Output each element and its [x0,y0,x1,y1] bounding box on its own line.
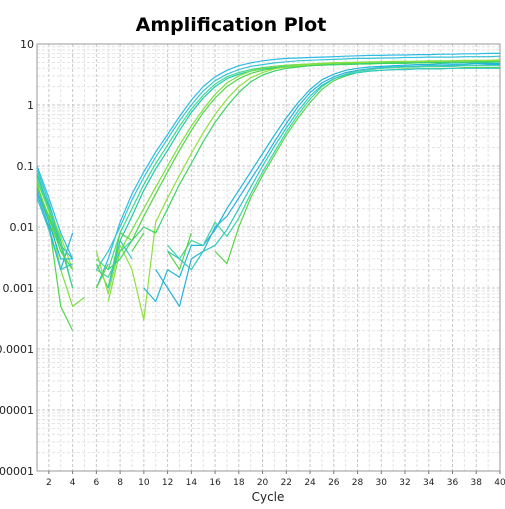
x-tick-label: 28 [352,478,364,488]
x-tick-label: 16 [209,478,221,488]
series-line [36,67,500,289]
series-lines [36,52,501,331]
x-tick-label: 20 [257,478,269,488]
x-tick-label: 26 [328,478,340,488]
x-axis-tick-labels: 2 4 6 8 10 12 14 16 18 20 22 24 26 28 30 32 34 36 38 40 [46,471,505,488]
x-tick-label: 8 [117,478,123,488]
y-tick-label: 0.001 [3,282,35,295]
plot-area [37,44,500,471]
y-tick-label: 1 [27,99,34,112]
series-line [36,67,500,289]
y-tick-label: 0.01 [10,221,35,234]
series-line [36,52,500,289]
x-tick-label: 38 [471,478,483,488]
chart-title: Amplification Plot [135,14,327,36]
x-axis-label: Cycle [252,490,285,504]
x-tick-label: 6 [93,478,99,488]
grid [36,43,501,472]
y-tick-label: 0.000001 [0,465,34,478]
x-tick-label: 14 [186,478,198,488]
x-tick-label: 4 [70,478,76,488]
x-tick-label: 32 [399,478,410,488]
y-tick-label: 0.1 [17,160,35,173]
y-tick-label: 0.0001 [0,343,34,356]
x-tick-label: 24 [304,478,316,488]
x-tick-label: 18 [233,478,245,488]
y-axis-tick-labels: 10 1 0.1 0.01 0.001 0.0001 0.00001 0.000001 [0,38,34,478]
x-tick-label: 22 [281,478,292,488]
x-tick-label: 30 [376,478,388,488]
x-tick-label: 40 [494,478,505,488]
plot-frame [36,43,501,472]
x-tick-label: 12 [162,478,173,488]
x-tick-label: 10 [138,478,150,488]
y-tick-label: 0.00001 [0,404,34,417]
x-tick-label: 36 [447,478,459,488]
x-tick-label: 34 [423,478,435,488]
x-tick-label: 2 [46,478,52,488]
y-tick-label: 10 [20,38,34,51]
